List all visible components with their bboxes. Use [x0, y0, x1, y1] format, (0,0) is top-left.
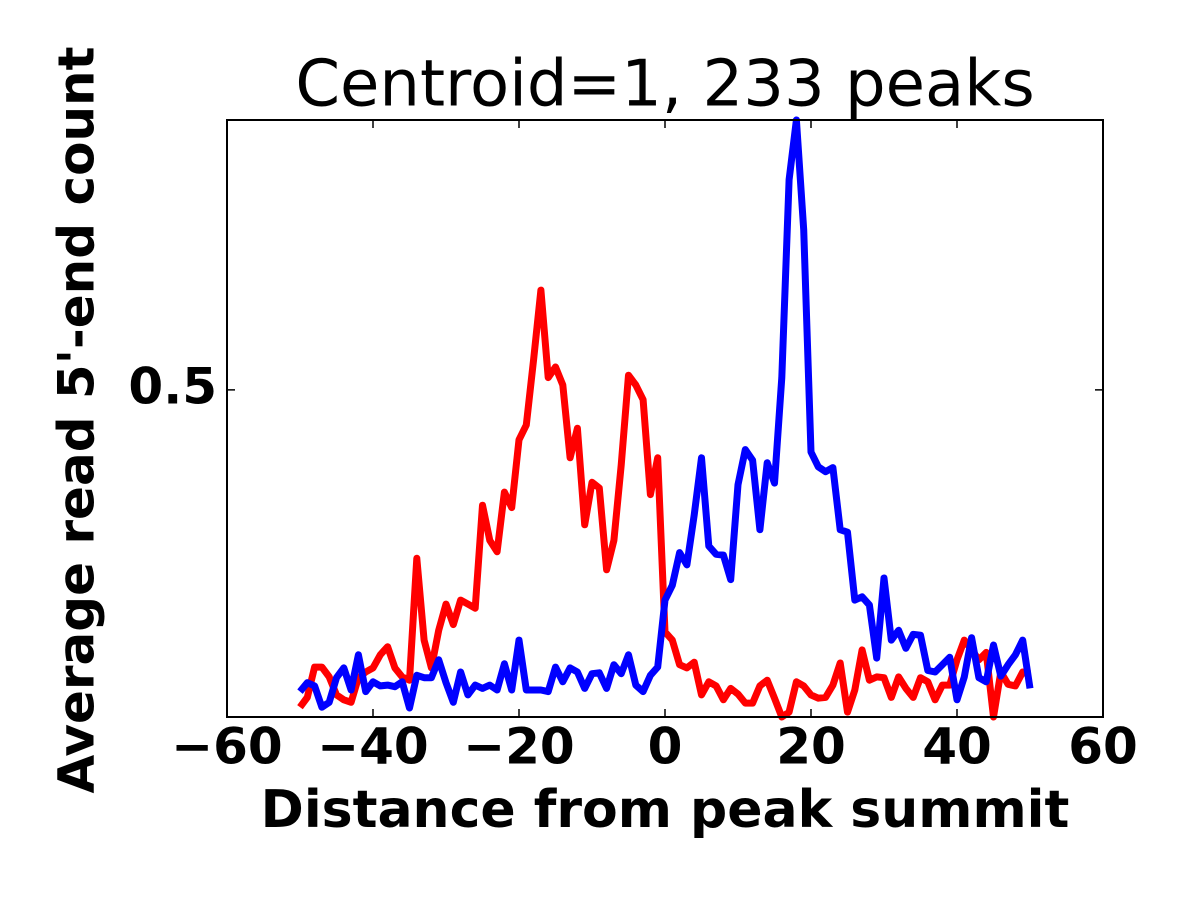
x-tick-label: 40: [922, 718, 992, 776]
chart-title: Centroid=1, 233 peaks: [295, 48, 1034, 122]
x-tick-label: −20: [463, 718, 574, 776]
data-line: [297, 286, 1031, 721]
y-tick-label: 0.5: [128, 357, 217, 415]
x-tick-label: 60: [1068, 718, 1138, 776]
x-tick-label: 0: [648, 718, 683, 776]
x-axis-label: Distance from peak summit: [261, 780, 1070, 840]
x-tick-label: 20: [776, 718, 846, 776]
x-tick-label: −40: [317, 718, 428, 776]
y-axis-label: Average read 5'-end count: [48, 46, 106, 793]
data-line: [297, 116, 1034, 712]
x-tick-label: −60: [171, 718, 282, 776]
